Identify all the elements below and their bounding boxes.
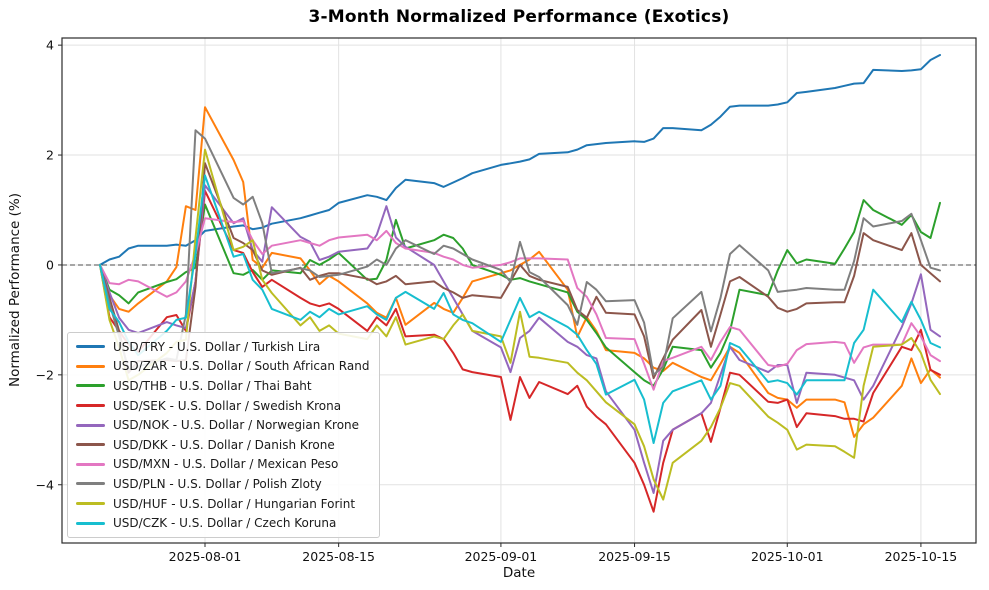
series-line-usd-thb bbox=[99, 199, 941, 387]
legend: USD/TRY - U.S. Dollar / Turkish Lira USD/… bbox=[67, 332, 381, 538]
legend-item-usd-thb: USD/THB - U.S. Dollar / Thai Baht bbox=[76, 376, 369, 396]
y-tick-label: 0 bbox=[46, 257, 54, 272]
y-tick-label: −4 bbox=[36, 477, 54, 492]
x-axis-label: Date bbox=[502, 565, 536, 581]
y-tick-label: 4 bbox=[46, 38, 54, 53]
legend-line-swatch bbox=[76, 502, 105, 506]
series-line-usd-try bbox=[99, 54, 941, 266]
y-axis-label: Normalized Performance (%) bbox=[7, 192, 23, 388]
x-tick-label: 2025-10-01 bbox=[751, 549, 824, 564]
legend-item-usd-zar: USD/ZAR - U.S. Dollar / South African Ra… bbox=[76, 357, 369, 377]
legend-label: USD/THB - U.S. Dollar / Thai Baht bbox=[113, 378, 312, 393]
legend-item-usd-sek: USD/SEK - U.S. Dollar / Swedish Krona bbox=[76, 396, 369, 416]
series-line-usd-nok bbox=[99, 184, 941, 494]
legend-line-swatch bbox=[76, 345, 105, 349]
series-line-usd-huf bbox=[99, 148, 941, 501]
legend-line-swatch bbox=[76, 384, 105, 388]
legend-item-usd-try: USD/TRY - U.S. Dollar / Turkish Lira bbox=[76, 337, 369, 357]
x-tick-label: 2025-08-01 bbox=[169, 549, 242, 564]
legend-label: USD/HUF - U.S. Dollar / Hungarian Forint bbox=[113, 496, 356, 511]
legend-item-usd-czk: USD/CZK - U.S. Dollar / Czech Koruna bbox=[76, 513, 369, 533]
x-tick-label: 2025-08-15 bbox=[302, 549, 375, 564]
legend-label: USD/CZK - U.S. Dollar / Czech Koruna bbox=[113, 516, 337, 531]
series-line-usd-pln bbox=[99, 129, 941, 376]
legend-line-swatch bbox=[76, 521, 105, 525]
legend-item-usd-pln: USD/PLN - U.S. Dollar / Polish Zloty bbox=[76, 474, 369, 494]
series-line-usd-mxn bbox=[99, 217, 941, 391]
legend-label: USD/SEK - U.S. Dollar / Swedish Krona bbox=[113, 398, 342, 413]
legend-item-usd-huf: USD/HUF - U.S. Dollar / Hungarian Forint bbox=[76, 494, 369, 514]
legend-label: USD/ZAR - U.S. Dollar / South African Ra… bbox=[113, 359, 370, 374]
legend-item-usd-mxn: USD/MXN - U.S. Dollar / Mexican Peso bbox=[76, 455, 369, 475]
chart-title: 3-Month Normalized Performance (Exotics) bbox=[308, 7, 730, 27]
legend-label: USD/DKK - U.S. Dollar / Danish Krone bbox=[113, 437, 335, 452]
series-line-usd-sek bbox=[99, 189, 941, 513]
y-tick-label: −2 bbox=[36, 367, 54, 382]
legend-line-swatch bbox=[76, 462, 105, 466]
y-tick-label: 2 bbox=[46, 148, 54, 163]
legend-line-swatch bbox=[76, 443, 105, 447]
x-tick-label: 2025-09-15 bbox=[598, 549, 671, 564]
x-tick-label: 2025-10-15 bbox=[885, 549, 958, 564]
legend-label: USD/NOK - U.S. Dollar / Norwegian Krone bbox=[113, 418, 360, 433]
series-line-usd-dkk bbox=[99, 162, 941, 380]
legend-item-usd-nok: USD/NOK - U.S. Dollar / Norwegian Krone bbox=[76, 415, 369, 435]
legend-line-swatch bbox=[76, 364, 105, 368]
legend-label: USD/TRY - U.S. Dollar / Turkish Lira bbox=[113, 339, 321, 354]
legend-line-swatch bbox=[76, 423, 105, 427]
legend-label: USD/MXN - U.S. Dollar / Mexican Peso bbox=[113, 457, 339, 472]
x-tick-label: 2025-09-01 bbox=[465, 549, 538, 564]
legend-label: USD/PLN - U.S. Dollar / Polish Zloty bbox=[113, 476, 322, 491]
axes-frame bbox=[61, 37, 977, 544]
legend-line-swatch bbox=[76, 482, 105, 486]
legend-line-swatch bbox=[76, 404, 105, 408]
legend-item-usd-dkk: USD/DKK - U.S. Dollar / Danish Krone bbox=[76, 435, 369, 455]
series-line-usd-czk bbox=[99, 174, 941, 444]
